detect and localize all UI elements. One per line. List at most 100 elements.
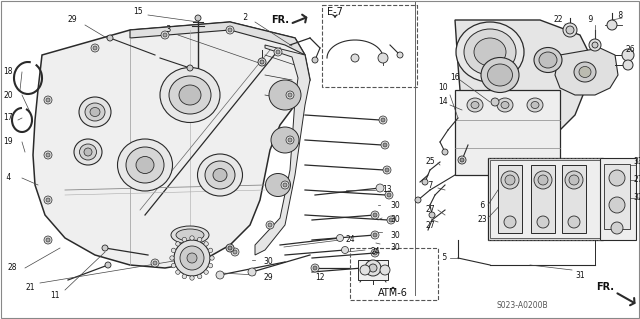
Ellipse shape — [481, 57, 519, 93]
Circle shape — [276, 50, 280, 54]
Circle shape — [389, 218, 393, 222]
Ellipse shape — [534, 48, 562, 72]
Circle shape — [102, 245, 108, 251]
Circle shape — [286, 91, 294, 99]
Text: 20: 20 — [3, 91, 13, 100]
Polygon shape — [130, 22, 305, 55]
Circle shape — [379, 116, 387, 124]
Text: 9: 9 — [586, 16, 594, 25]
Circle shape — [387, 216, 395, 224]
Circle shape — [373, 233, 377, 237]
Ellipse shape — [118, 139, 173, 191]
Ellipse shape — [79, 144, 97, 160]
Circle shape — [274, 48, 282, 56]
Circle shape — [44, 236, 52, 244]
Text: 12: 12 — [316, 273, 324, 283]
Text: 32: 32 — [633, 194, 640, 203]
Circle shape — [190, 236, 194, 240]
Ellipse shape — [467, 98, 483, 112]
Ellipse shape — [271, 127, 299, 153]
Circle shape — [607, 20, 617, 30]
Circle shape — [46, 198, 50, 202]
Circle shape — [378, 53, 388, 63]
Circle shape — [151, 259, 159, 267]
Circle shape — [505, 175, 515, 185]
Ellipse shape — [136, 157, 154, 174]
Circle shape — [172, 263, 176, 268]
Circle shape — [380, 265, 390, 275]
Ellipse shape — [531, 101, 539, 108]
Bar — [498, 165, 522, 233]
Circle shape — [569, 175, 579, 185]
Ellipse shape — [198, 154, 243, 196]
Text: 30: 30 — [390, 216, 400, 225]
Text: 14: 14 — [438, 98, 448, 107]
Text: 15: 15 — [133, 8, 143, 17]
Polygon shape — [33, 22, 310, 268]
Circle shape — [208, 248, 212, 253]
Circle shape — [501, 171, 519, 189]
Circle shape — [622, 49, 634, 61]
Circle shape — [204, 242, 209, 246]
Text: 5: 5 — [440, 254, 447, 263]
Circle shape — [204, 270, 209, 274]
Text: ATM-6: ATM-6 — [378, 288, 408, 298]
Text: 23: 23 — [477, 216, 487, 225]
Circle shape — [175, 270, 180, 274]
Circle shape — [365, 260, 381, 276]
Circle shape — [563, 23, 577, 37]
Ellipse shape — [539, 52, 557, 68]
Circle shape — [313, 266, 317, 270]
Circle shape — [458, 156, 466, 164]
Circle shape — [226, 244, 234, 252]
Circle shape — [228, 28, 232, 32]
Circle shape — [383, 166, 391, 174]
Ellipse shape — [501, 101, 509, 108]
Circle shape — [371, 211, 379, 219]
Circle shape — [566, 26, 574, 34]
Circle shape — [107, 35, 113, 41]
Circle shape — [371, 231, 379, 239]
Ellipse shape — [488, 64, 513, 86]
Ellipse shape — [74, 139, 102, 165]
Circle shape — [228, 246, 232, 250]
Text: 17: 17 — [3, 114, 13, 122]
Circle shape — [258, 58, 266, 66]
Circle shape — [210, 256, 214, 260]
Ellipse shape — [471, 101, 479, 108]
Text: 30: 30 — [390, 231, 400, 240]
Circle shape — [385, 168, 389, 172]
Circle shape — [565, 171, 583, 189]
Text: 18: 18 — [3, 68, 13, 77]
Text: FR.: FR. — [271, 15, 289, 25]
Text: 16: 16 — [450, 73, 460, 83]
Circle shape — [381, 141, 389, 149]
Circle shape — [198, 274, 202, 279]
Circle shape — [266, 221, 274, 229]
Circle shape — [623, 60, 633, 70]
Circle shape — [172, 248, 176, 253]
Text: 22: 22 — [553, 16, 563, 25]
Circle shape — [46, 98, 50, 102]
Ellipse shape — [85, 103, 105, 121]
Bar — [531, 165, 555, 233]
Circle shape — [376, 184, 384, 192]
Circle shape — [198, 237, 202, 242]
Ellipse shape — [126, 147, 164, 183]
Ellipse shape — [464, 29, 516, 75]
Circle shape — [44, 151, 52, 159]
Circle shape — [233, 250, 237, 254]
Circle shape — [537, 216, 549, 228]
Circle shape — [592, 42, 598, 48]
Text: 31: 31 — [575, 271, 585, 279]
Bar — [562, 165, 586, 233]
Circle shape — [182, 274, 186, 279]
Circle shape — [283, 183, 287, 187]
Polygon shape — [455, 20, 590, 142]
Text: FR.: FR. — [596, 282, 614, 292]
Circle shape — [226, 26, 234, 34]
Ellipse shape — [474, 38, 506, 66]
Text: 24: 24 — [370, 248, 380, 256]
Circle shape — [268, 223, 272, 227]
Ellipse shape — [574, 62, 596, 82]
